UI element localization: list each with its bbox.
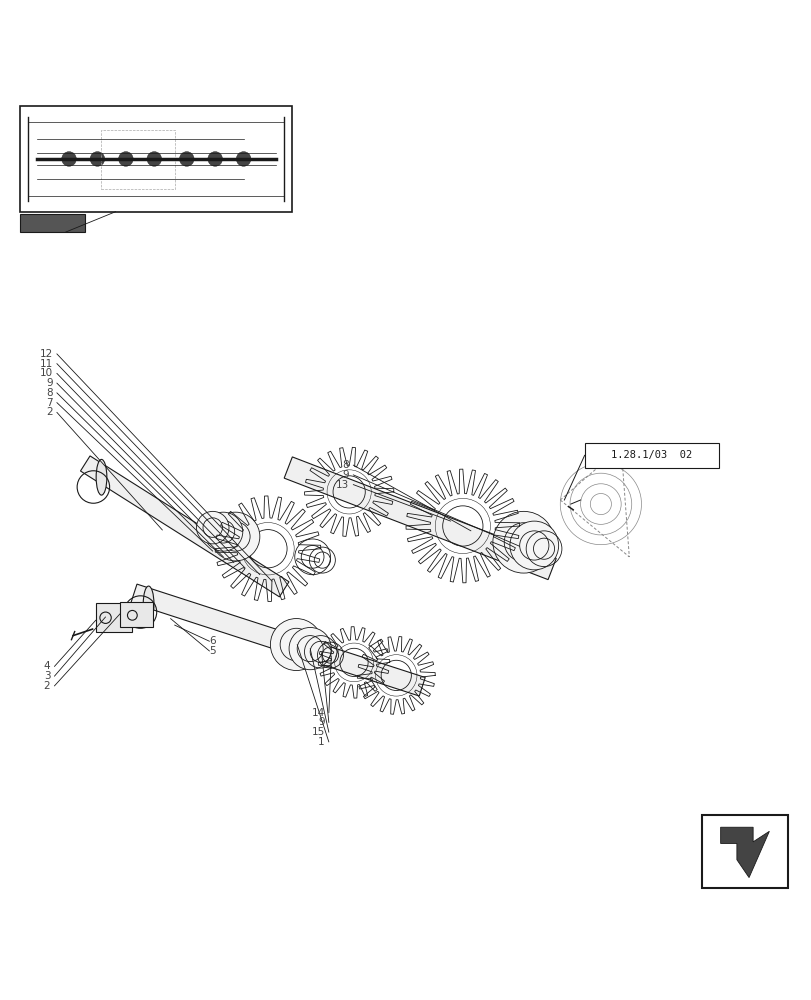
Text: 6: 6	[209, 636, 216, 646]
Circle shape	[492, 511, 554, 573]
Text: 8: 8	[342, 460, 349, 470]
Bar	[96, 603, 132, 632]
Circle shape	[179, 152, 194, 166]
Circle shape	[509, 521, 558, 570]
Circle shape	[196, 511, 229, 544]
Text: 2: 2	[46, 407, 53, 417]
Circle shape	[62, 152, 76, 166]
Text: 7: 7	[46, 398, 53, 408]
Text: 10: 10	[40, 368, 53, 378]
Text: 5: 5	[209, 646, 216, 656]
Bar	[120, 602, 152, 627]
Polygon shape	[560, 447, 629, 557]
Circle shape	[204, 512, 242, 551]
Text: 8: 8	[46, 388, 53, 398]
Bar	[702, 815, 787, 888]
Text: 9: 9	[46, 378, 53, 388]
Circle shape	[236, 152, 251, 166]
Circle shape	[289, 627, 331, 670]
Circle shape	[270, 619, 322, 671]
FancyArrowPatch shape	[27, 221, 79, 225]
Circle shape	[211, 512, 260, 561]
Text: 13: 13	[336, 480, 349, 490]
Text: 9: 9	[318, 717, 324, 727]
Text: 2: 2	[44, 681, 50, 691]
Polygon shape	[284, 457, 556, 580]
Circle shape	[118, 152, 133, 166]
Bar	[101, 130, 174, 189]
Bar	[20, 214, 85, 232]
Polygon shape	[80, 456, 289, 597]
Text: 9: 9	[342, 470, 349, 480]
Bar	[584, 443, 718, 468]
Circle shape	[147, 152, 161, 166]
Circle shape	[208, 152, 222, 166]
Bar	[20, 106, 292, 212]
Polygon shape	[131, 584, 425, 696]
Text: 1.28.1/03  02: 1.28.1/03 02	[610, 450, 692, 460]
Text: 3: 3	[44, 671, 50, 681]
Text: 15: 15	[311, 727, 324, 737]
Text: 12: 12	[40, 349, 53, 359]
Ellipse shape	[96, 459, 107, 495]
Text: 11: 11	[40, 359, 53, 369]
Ellipse shape	[143, 586, 154, 622]
Text: 4: 4	[44, 661, 50, 671]
Polygon shape	[720, 827, 769, 878]
Circle shape	[90, 152, 105, 166]
Text: 14: 14	[311, 708, 324, 718]
Text: 1: 1	[318, 737, 324, 747]
